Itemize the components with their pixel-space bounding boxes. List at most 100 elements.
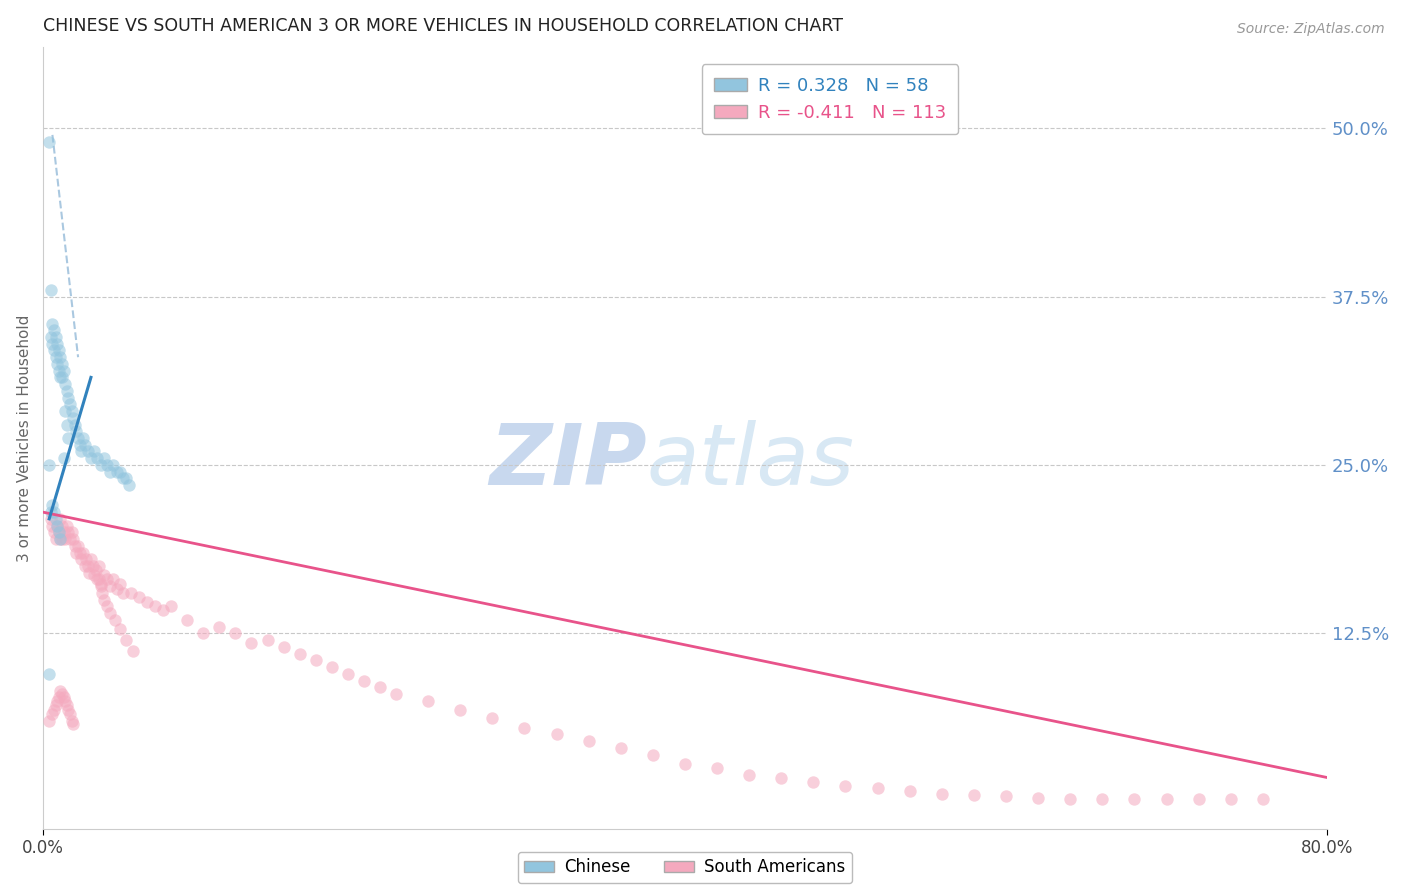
Point	[108, 623, 131, 637]
Point	[41, 499, 63, 513]
Point	[368, 680, 391, 694]
Point	[353, 673, 375, 688]
Point	[58, 431, 80, 445]
Point	[63, 539, 86, 553]
Point	[1026, 790, 1049, 805]
Point	[42, 703, 65, 717]
Point	[770, 771, 793, 785]
Point	[80, 552, 103, 566]
Point	[42, 525, 65, 540]
Point	[288, 647, 311, 661]
Text: CHINESE VS SOUTH AMERICAN 3 OR MORE VEHICLES IN HOUSEHOLD CORRELATION CHART: CHINESE VS SOUTH AMERICAN 3 OR MORE VEHI…	[42, 17, 842, 35]
Point	[51, 532, 73, 546]
Point	[46, 518, 69, 533]
Point	[48, 343, 70, 358]
Point	[48, 364, 70, 378]
Point	[59, 397, 82, 411]
Point	[105, 582, 128, 596]
Point	[108, 465, 131, 479]
Point	[58, 525, 80, 540]
Point	[673, 757, 696, 772]
Point	[48, 525, 70, 540]
Point	[65, 425, 87, 439]
Point	[73, 559, 96, 574]
Point	[72, 545, 94, 559]
Point	[1219, 792, 1241, 806]
Point	[963, 788, 986, 802]
Point	[52, 525, 75, 540]
Point	[1059, 792, 1081, 806]
Point	[90, 579, 112, 593]
Point	[38, 666, 60, 681]
Point	[91, 586, 114, 600]
Point	[39, 283, 62, 297]
Point	[931, 787, 953, 801]
Point	[143, 599, 166, 614]
Point	[115, 633, 138, 648]
Point	[49, 532, 72, 546]
Point	[42, 323, 65, 337]
Point	[49, 350, 72, 364]
Point	[90, 576, 112, 591]
Point	[52, 690, 75, 704]
Text: ZIP: ZIP	[489, 420, 647, 503]
Point	[160, 599, 183, 614]
Point	[52, 364, 75, 378]
Point	[41, 336, 63, 351]
Point	[65, 545, 87, 559]
Point	[45, 698, 67, 712]
Point	[86, 451, 108, 466]
Point	[96, 573, 118, 587]
Point	[52, 451, 75, 466]
Point	[59, 532, 82, 546]
Point	[73, 438, 96, 452]
Point	[1188, 792, 1211, 806]
Point	[62, 532, 84, 546]
Point	[273, 640, 295, 654]
Legend: Chinese, South Americans: Chinese, South Americans	[517, 852, 852, 883]
Point	[118, 478, 141, 492]
Point	[62, 716, 84, 731]
Point	[45, 330, 67, 344]
Point	[866, 781, 889, 796]
Point	[93, 568, 115, 582]
Point	[56, 698, 79, 712]
Point	[108, 576, 131, 591]
Point	[39, 330, 62, 344]
Text: atlas: atlas	[647, 420, 855, 503]
Point	[69, 545, 91, 559]
Point	[93, 592, 115, 607]
Point	[63, 417, 86, 432]
Point	[898, 784, 921, 798]
Point	[60, 404, 83, 418]
Point	[76, 444, 98, 458]
Point	[87, 573, 110, 587]
Point	[38, 714, 60, 728]
Point	[84, 563, 107, 577]
Point	[46, 357, 69, 371]
Point	[83, 568, 105, 582]
Point	[87, 559, 110, 574]
Point	[321, 660, 343, 674]
Point	[193, 626, 215, 640]
Point	[38, 135, 60, 149]
Point	[995, 789, 1018, 804]
Point	[46, 336, 69, 351]
Point	[112, 471, 135, 485]
Text: Source: ZipAtlas.com: Source: ZipAtlas.com	[1237, 22, 1385, 37]
Point	[80, 451, 103, 466]
Point	[136, 595, 159, 609]
Point	[208, 620, 231, 634]
Point	[76, 559, 98, 574]
Point	[49, 684, 72, 698]
Point	[176, 613, 198, 627]
Point	[69, 438, 91, 452]
Point	[41, 707, 63, 722]
Point	[39, 512, 62, 526]
Point	[82, 559, 104, 574]
Point	[93, 451, 115, 466]
Point	[53, 404, 76, 418]
Point	[67, 431, 90, 445]
Point	[53, 532, 76, 546]
Point	[49, 512, 72, 526]
